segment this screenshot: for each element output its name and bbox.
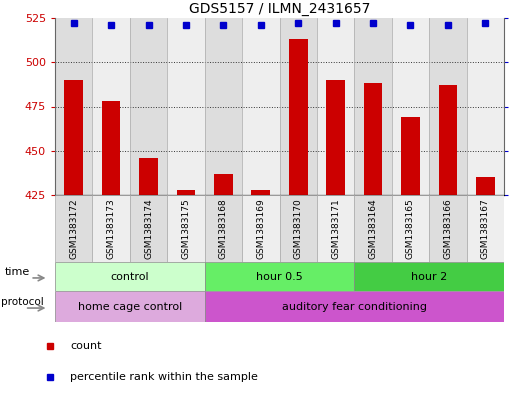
Bar	[102, 101, 121, 195]
Bar	[139, 158, 158, 195]
Text: GSM1383167: GSM1383167	[481, 198, 490, 259]
Bar	[176, 190, 195, 195]
Bar	[392, 195, 429, 262]
Text: GSM1383165: GSM1383165	[406, 198, 415, 259]
Text: control: control	[110, 272, 149, 281]
Bar	[55, 262, 205, 291]
Text: protocol: protocol	[1, 297, 44, 307]
Bar	[55, 291, 205, 322]
Text: auditory fear conditioning: auditory fear conditioning	[282, 301, 427, 312]
Bar	[429, 18, 467, 195]
Bar	[55, 195, 92, 262]
Bar	[251, 190, 270, 195]
Bar	[242, 195, 280, 262]
Text: GSM1383164: GSM1383164	[368, 198, 378, 259]
Bar	[205, 291, 504, 322]
Bar	[317, 18, 354, 195]
Bar	[289, 39, 308, 195]
Bar	[167, 195, 205, 262]
Bar	[205, 262, 354, 291]
Bar	[242, 18, 280, 195]
Text: GSM1383171: GSM1383171	[331, 198, 340, 259]
Bar	[64, 80, 83, 195]
Bar	[354, 262, 504, 291]
Bar	[167, 18, 205, 195]
Bar	[476, 177, 495, 195]
Text: GSM1383172: GSM1383172	[69, 198, 78, 259]
Bar	[467, 18, 504, 195]
Bar	[92, 195, 130, 262]
Bar	[467, 195, 504, 262]
Bar	[401, 117, 420, 195]
Bar	[317, 195, 354, 262]
Bar	[429, 195, 467, 262]
Text: GSM1383168: GSM1383168	[219, 198, 228, 259]
Text: GSM1383166: GSM1383166	[443, 198, 452, 259]
Text: count: count	[70, 341, 102, 351]
Bar	[280, 18, 317, 195]
Bar	[130, 195, 167, 262]
Bar	[439, 85, 457, 195]
Bar	[205, 195, 242, 262]
Text: GSM1383175: GSM1383175	[182, 198, 190, 259]
Text: hour 2: hour 2	[411, 272, 447, 281]
Text: GSM1383170: GSM1383170	[294, 198, 303, 259]
Bar	[214, 174, 233, 195]
Bar	[55, 18, 92, 195]
Bar	[392, 18, 429, 195]
Text: home cage control: home cage control	[77, 301, 182, 312]
Bar	[280, 195, 317, 262]
Bar	[326, 80, 345, 195]
Bar	[364, 83, 382, 195]
Bar	[130, 18, 167, 195]
Bar	[354, 195, 392, 262]
Text: hour 0.5: hour 0.5	[256, 272, 303, 281]
Title: GDS5157 / ILMN_2431657: GDS5157 / ILMN_2431657	[189, 2, 370, 16]
Text: GSM1383174: GSM1383174	[144, 198, 153, 259]
Bar	[354, 18, 392, 195]
Text: GSM1383169: GSM1383169	[256, 198, 265, 259]
Text: percentile rank within the sample: percentile rank within the sample	[70, 372, 258, 382]
Text: time: time	[5, 267, 30, 277]
Bar	[92, 18, 130, 195]
Text: GSM1383173: GSM1383173	[107, 198, 115, 259]
Bar	[205, 18, 242, 195]
